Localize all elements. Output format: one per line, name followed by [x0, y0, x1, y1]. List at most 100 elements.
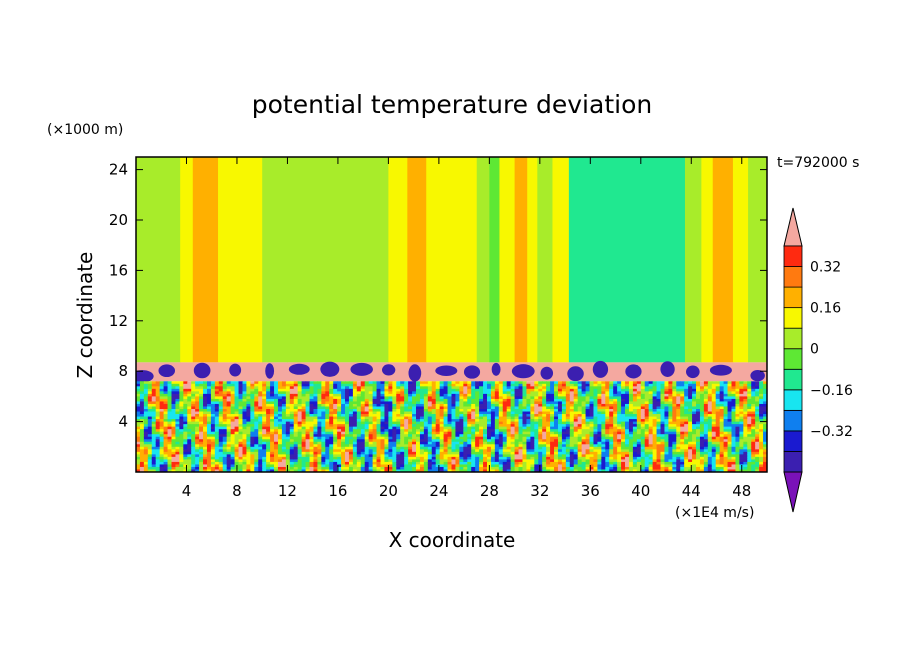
- field-cell: [348, 414, 354, 418]
- field-cell: [585, 388, 591, 392]
- field-cell: [427, 381, 433, 385]
- field-cell: [451, 444, 457, 448]
- field-cell: [163, 383, 169, 387]
- field-cell: [644, 444, 650, 448]
- field-cell: [514, 466, 520, 471]
- field-cell: [554, 424, 559, 428]
- field-cell: [396, 459, 401, 463]
- field-cell: [593, 396, 599, 400]
- field-cell: [530, 429, 535, 433]
- field-cell: [459, 411, 464, 415]
- field-cell: [400, 381, 405, 385]
- field-cell: [652, 403, 658, 408]
- field-cell: [254, 461, 259, 466]
- field-band: [552, 157, 570, 363]
- field-cell: [644, 419, 650, 423]
- field-cell: [463, 446, 468, 450]
- field-cell: [222, 386, 228, 390]
- field-cell: [167, 424, 173, 428]
- field-cell: [203, 381, 208, 385]
- field-cell: [490, 419, 496, 423]
- field-cell: [175, 426, 180, 430]
- field-cell: [483, 401, 488, 405]
- y-axis-label: Z coordinate: [73, 252, 97, 379]
- field-cell: [416, 464, 421, 468]
- field-cell: [155, 401, 161, 405]
- field-cell: [490, 451, 496, 455]
- field-cell: [526, 464, 531, 468]
- field-cell: [506, 403, 512, 408]
- field-cell: [226, 429, 232, 433]
- field-cell: [463, 424, 468, 428]
- field-cell: [609, 439, 614, 443]
- field-cell: [360, 406, 366, 410]
- field-cell: [581, 381, 587, 385]
- field-cell: [203, 461, 208, 466]
- field-cell: [581, 446, 587, 450]
- field-cell: [498, 403, 504, 408]
- field-cell: [277, 409, 283, 413]
- field-cell: [151, 414, 157, 418]
- field-cell: [301, 406, 307, 410]
- field-cell: [380, 439, 386, 443]
- field-cell: [222, 393, 228, 397]
- field-cell: [274, 403, 279, 408]
- field-band: [489, 157, 501, 363]
- field-cell: [199, 446, 204, 450]
- field-cell: [660, 409, 666, 413]
- field-cell: [419, 436, 425, 440]
- field-cell: [435, 431, 441, 435]
- field-cell: [656, 426, 662, 430]
- field-cell: [348, 431, 354, 435]
- field-cell: [400, 383, 405, 387]
- field-cell: [222, 466, 228, 471]
- field-cell: [266, 451, 271, 455]
- field-cell: [648, 416, 654, 420]
- field-cell: [136, 461, 141, 466]
- field-cell: [400, 429, 405, 433]
- field-cell: [672, 439, 677, 443]
- field-cell: [274, 466, 279, 471]
- field-cell: [494, 416, 500, 420]
- field-cell: [625, 381, 630, 385]
- field-cell: [258, 431, 263, 435]
- field-cell: [187, 393, 192, 397]
- field-cell: [356, 403, 362, 408]
- field-cell: [341, 466, 346, 471]
- field-cell: [352, 381, 358, 385]
- field-cell: [601, 424, 606, 428]
- field-cell: [234, 429, 240, 433]
- field-cell: [199, 401, 204, 405]
- field-cell: [656, 393, 662, 397]
- field-cell: [621, 414, 626, 418]
- field-cell: [455, 396, 460, 400]
- field-cell: [380, 451, 386, 455]
- field-cell: [502, 401, 508, 405]
- field-cell: [376, 416, 382, 420]
- field-cell: [317, 381, 322, 385]
- field-cell: [179, 403, 184, 408]
- field-cell: [305, 409, 311, 413]
- field-cell: [656, 459, 662, 463]
- field-cell: [139, 434, 145, 438]
- field-cell: [317, 431, 322, 435]
- field-cell: [348, 449, 354, 453]
- field-cell: [577, 464, 583, 468]
- field-cell: [526, 451, 531, 455]
- field-cell: [668, 466, 673, 471]
- field-cell: [380, 426, 386, 430]
- field-cell: [136, 454, 141, 458]
- field-cell: [593, 398, 599, 403]
- field-cell: [210, 381, 216, 385]
- field-cell: [435, 424, 441, 428]
- field-cell: [593, 441, 599, 445]
- field-cell: [218, 396, 224, 400]
- field-cell: [561, 388, 567, 392]
- field-cell: [554, 469, 559, 472]
- field-cell: [297, 426, 303, 430]
- field-cell: [628, 388, 634, 392]
- field-cell: [147, 461, 153, 466]
- field-cell: [479, 391, 484, 395]
- field-cell: [550, 454, 555, 458]
- field-cell: [467, 398, 472, 403]
